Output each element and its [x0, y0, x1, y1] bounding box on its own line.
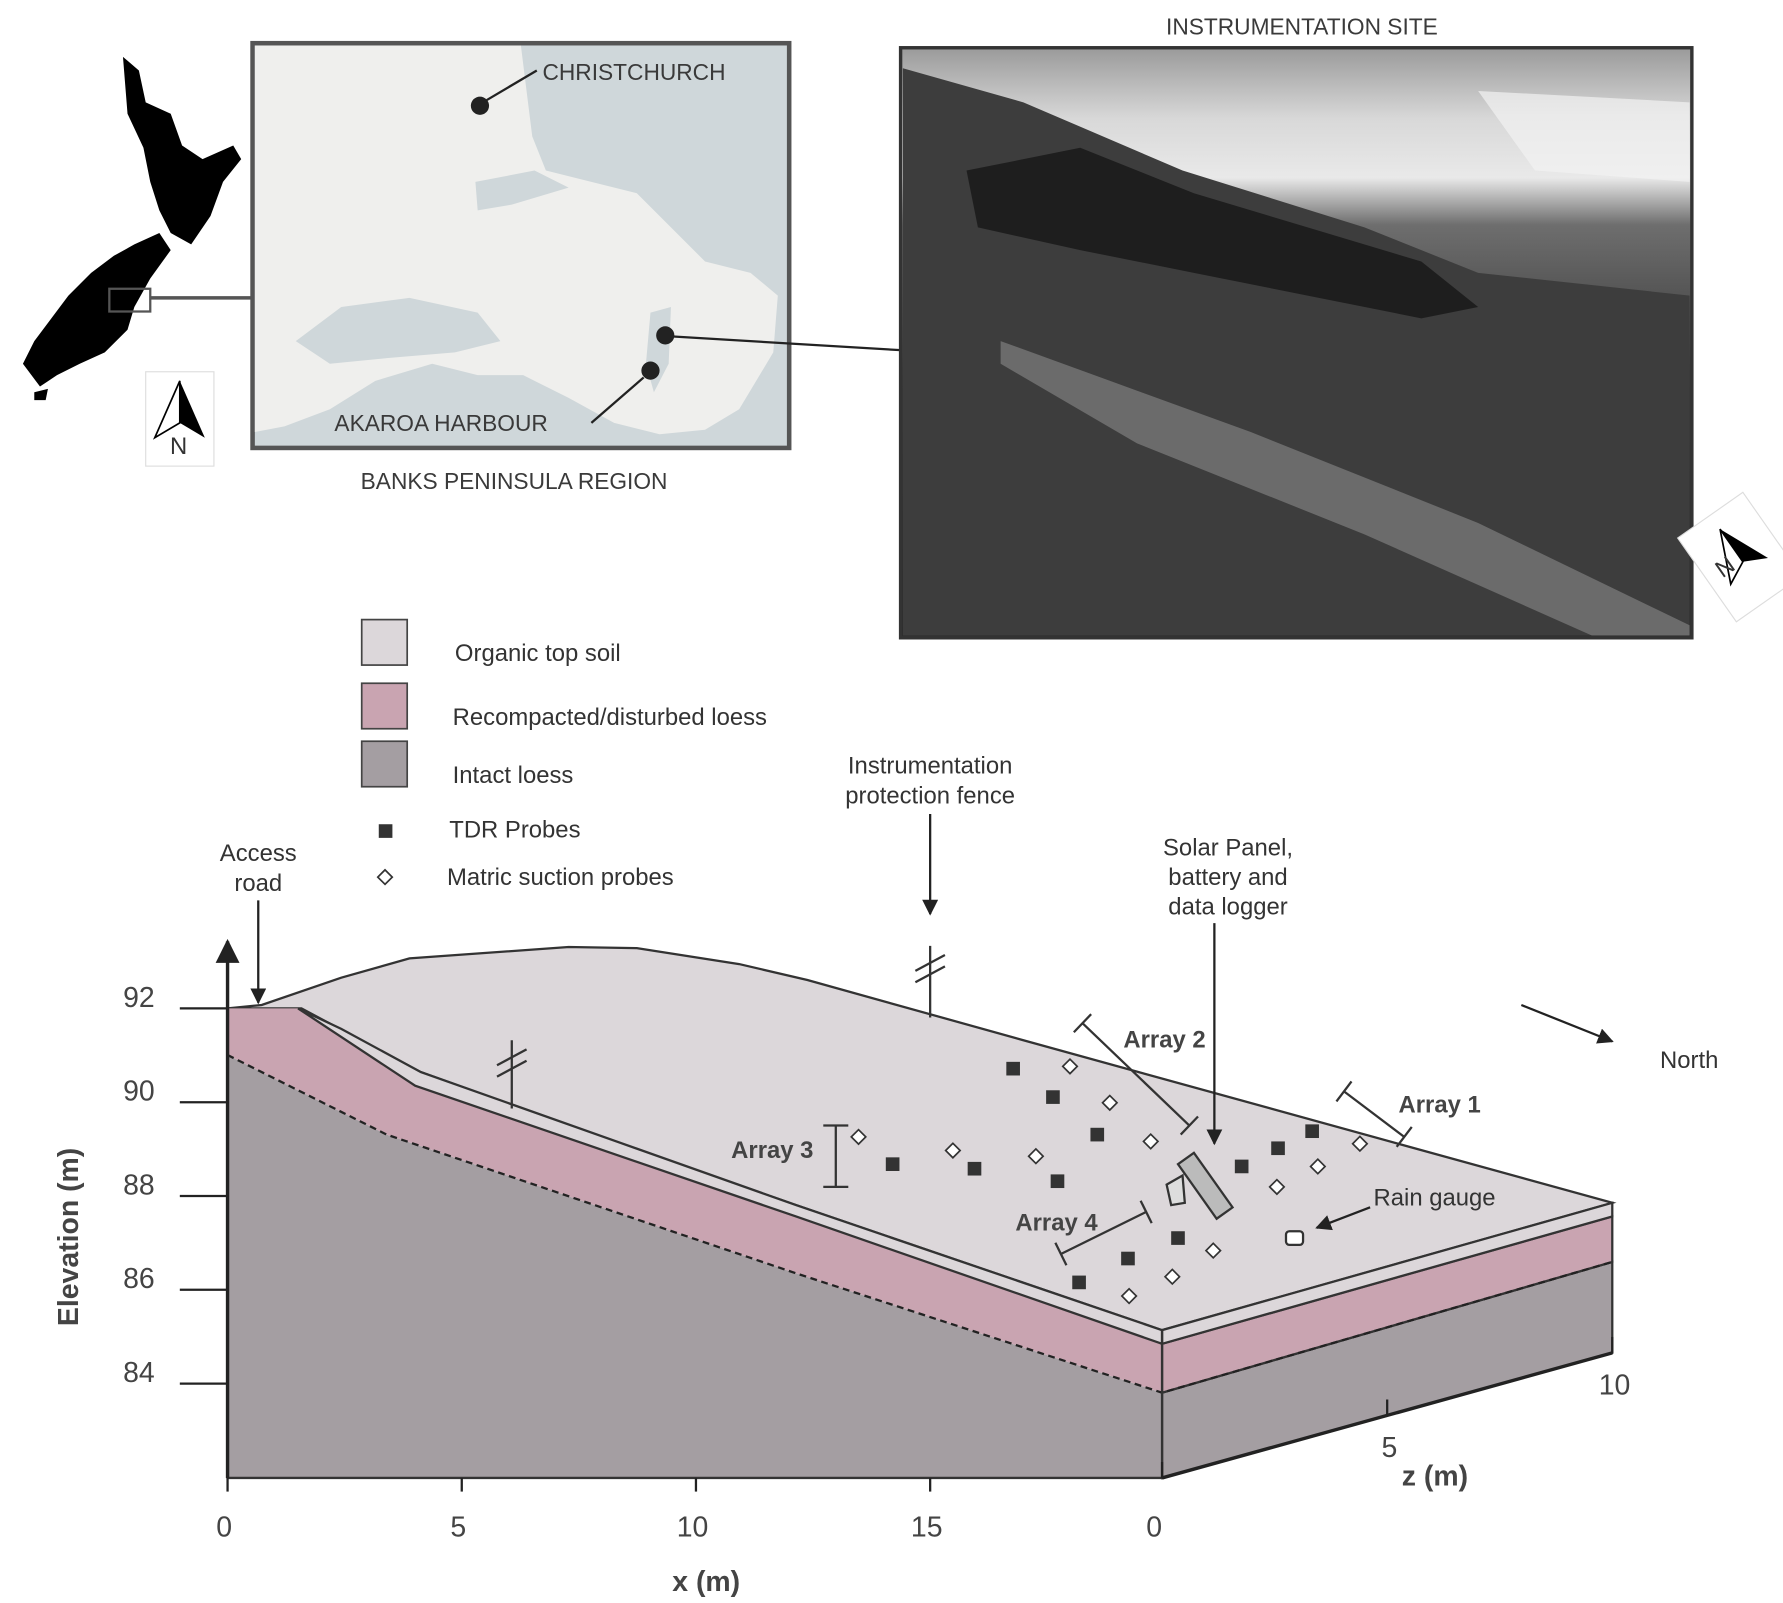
- legend: Organic top soil Recompacted/disturbed lo…: [362, 620, 767, 789]
- legend-label: Matric suction probes: [447, 864, 674, 891]
- array-end: [1336, 1081, 1351, 1101]
- tdr-probe: [1072, 1276, 1086, 1290]
- annotation: Access: [220, 840, 297, 867]
- array-label: Array 1: [1399, 1091, 1481, 1118]
- arrow: [1521, 1005, 1612, 1041]
- harbour-dot: [641, 362, 659, 380]
- block-diagram: [228, 946, 1613, 1478]
- annotation: Solar Panel,: [1163, 835, 1293, 862]
- legend-swatch: [362, 683, 407, 728]
- annotation: road: [234, 870, 282, 897]
- x-tick-label: 0: [216, 1512, 232, 1544]
- axis-title: Elevation (m): [53, 1148, 85, 1326]
- tdr-probe: [1271, 1141, 1285, 1155]
- legend-label: Recompacted/disturbed loess: [453, 704, 767, 731]
- annotation: protection fence: [845, 782, 1015, 809]
- array-label: Array 2: [1123, 1027, 1205, 1054]
- map-label: CHRISTCHURCH: [542, 59, 725, 85]
- tdr-probe: [1006, 1062, 1020, 1076]
- annotation: Rain gauge: [1374, 1185, 1496, 1212]
- axis-title: z (m): [1402, 1460, 1468, 1492]
- y-tick-label: 90: [123, 1076, 155, 1108]
- tdr-probe: [1090, 1128, 1104, 1142]
- array-end: [1397, 1127, 1412, 1147]
- annotation: data logger: [1168, 894, 1287, 921]
- z-tick-label: 0: [1146, 1512, 1162, 1544]
- nz-map: [23, 57, 241, 400]
- tdr-probe: [1235, 1160, 1249, 1174]
- tdr-probe: [886, 1157, 900, 1171]
- legend-symbol: [378, 870, 392, 884]
- legend-swatch: [362, 741, 407, 786]
- array-label: Array 3: [731, 1137, 813, 1164]
- x-tick-label: 10: [677, 1512, 709, 1544]
- path: [23, 233, 171, 386]
- tdr-probe: [968, 1162, 982, 1176]
- array-line: [1344, 1091, 1404, 1136]
- axis-title: x (m): [672, 1566, 740, 1598]
- tdr-probe: [1171, 1231, 1185, 1245]
- path: [123, 57, 241, 245]
- photo-caption: INSTRUMENTATION SITE: [1166, 13, 1438, 39]
- figure: N CHRISTCHURCH AKAROA HARBOUR BANKS PENI…: [0, 0, 1783, 1603]
- tdr-probe: [1121, 1252, 1135, 1266]
- z-tick-label: 10: [1599, 1369, 1631, 1401]
- y-tick-label: 86: [123, 1263, 155, 1295]
- rain-gauge: [1286, 1231, 1303, 1245]
- map-label: AKAROA HARBOUR: [334, 410, 547, 436]
- legend-label: Intact loess: [453, 762, 574, 789]
- map-caption: BANKS PENINSULA REGION: [361, 468, 668, 494]
- annotation: North: [1660, 1047, 1718, 1074]
- tdr-probe: [1046, 1090, 1060, 1104]
- legend-swatch: [362, 620, 407, 665]
- tdr-probe: [1051, 1174, 1065, 1188]
- y-tick-label: 84: [123, 1357, 155, 1389]
- z-tick-label: 5: [1382, 1432, 1398, 1464]
- y-tick-label: 92: [123, 982, 155, 1014]
- x-tick-label: 15: [911, 1512, 943, 1544]
- array-label: Array 4: [1015, 1210, 1098, 1237]
- x-tick-label: 5: [450, 1512, 466, 1544]
- legend-label: Organic top soil: [455, 640, 621, 667]
- city-dot: [471, 97, 489, 115]
- north-label: N: [170, 433, 187, 460]
- path: [34, 389, 48, 400]
- y-tick-label: 88: [123, 1169, 155, 1201]
- legend-label: TDR Probes: [449, 816, 580, 843]
- site-dot: [656, 326, 674, 344]
- tdr-probe: [1305, 1124, 1319, 1138]
- annotation: battery and: [1168, 864, 1287, 891]
- annotation: Instrumentation: [848, 753, 1012, 780]
- legend-symbol: [379, 824, 393, 838]
